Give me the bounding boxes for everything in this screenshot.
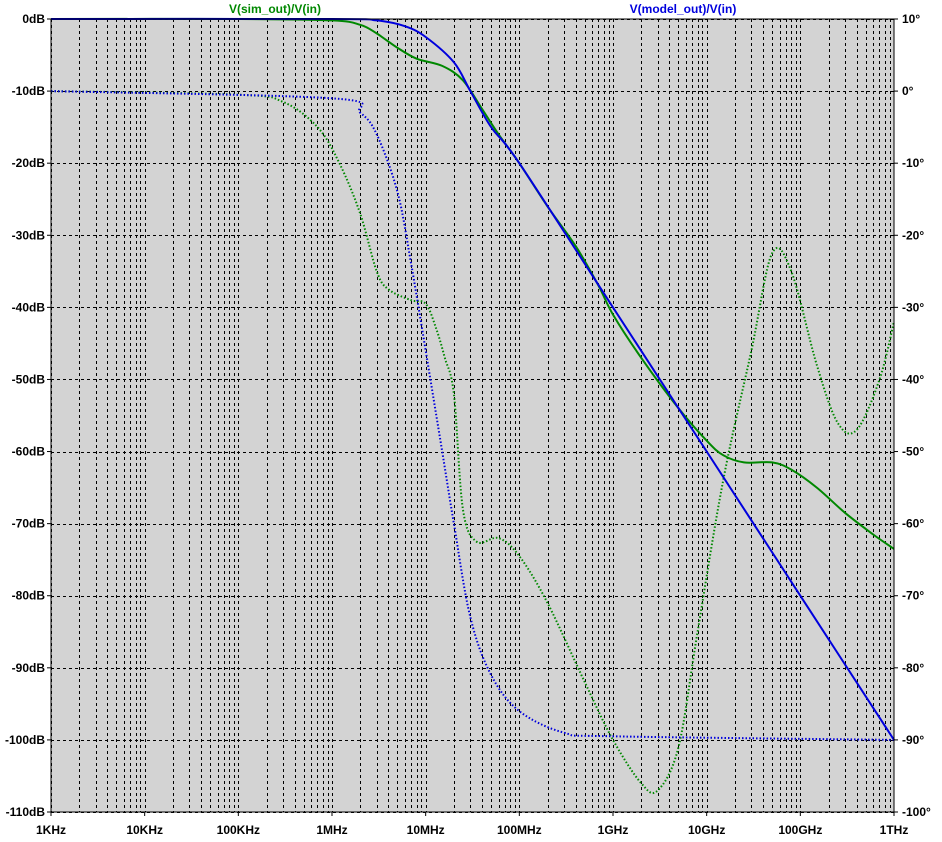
y-right-tick-label: -10°: [902, 156, 924, 170]
x-tick-label: 100GHz: [778, 823, 822, 837]
series-0-phase-line: [50, 90, 895, 794]
y-right-tick-label: -100°: [902, 805, 931, 819]
y-left-tick-label: -70dB: [12, 517, 46, 531]
y-right-tick-label: -60°: [902, 517, 924, 531]
y-right-tick-label: 0°: [902, 84, 914, 98]
y-right-tick-label: -50°: [902, 445, 924, 459]
x-tick-label: 1THz: [880, 823, 909, 837]
y-left-tick-label: -100dB: [5, 733, 45, 747]
series-1-label: V(model_out)/V(in): [630, 2, 737, 16]
y-left-tick-label: -110dB: [6, 805, 46, 819]
y-left-tick-label: -80dB: [12, 589, 46, 603]
y-left-tick-label: -30dB: [12, 228, 46, 242]
trace-labels: V(sim_out)/V(in) V(model_out)/V(in): [229, 2, 736, 16]
series-0-magnitude-line: [50, 17, 895, 550]
y-left-tick-label: -50dB: [12, 372, 46, 386]
x-tick-label: 10MHz: [407, 823, 445, 837]
y-left-tick-label: -90dB: [12, 661, 46, 675]
y-right-tick-label: -70°: [902, 589, 924, 603]
y-right-tick-label: -40°: [902, 372, 924, 386]
y-left-tick-label: -60dB: [12, 445, 46, 459]
y-left-tick-label: -20dB: [12, 156, 46, 170]
tick-labels: 1KHz 10KHz 100KHz 1MHz 10MHz 100MHz 1GHz 10GHz 1…: [5, 12, 931, 837]
y-right-tick-label: -90°: [902, 733, 924, 747]
y-right-tick-label: -80°: [902, 661, 924, 675]
y-left-tick-label: -40dB: [12, 300, 46, 314]
y-left-tick-label: -10dB: [12, 84, 46, 98]
x-tick-label: 1GHz: [598, 823, 629, 837]
grid: [51, 19, 894, 813]
y-right-tick-label: -20°: [902, 228, 924, 242]
y-right-tick-label: 10°: [902, 12, 920, 26]
y-left-tick-label: 0dB: [22, 12, 45, 26]
x-tick-label: 10GHz: [688, 823, 725, 837]
x-tick-label: 1MHz: [316, 823, 347, 837]
plot-frame: [50, 18, 895, 813]
y-right-tick-label: -30°: [902, 300, 924, 314]
series-1-phase-line: [50, 90, 895, 741]
x-tick-label: 100MHz: [497, 823, 542, 837]
x-tick-label: 1KHz: [36, 823, 66, 837]
plot-area: [51, 19, 894, 812]
series-0-label: V(sim_out)/V(in): [229, 2, 321, 16]
x-tick-label: 10KHz: [126, 823, 163, 837]
x-tick-label: 100KHz: [217, 823, 260, 837]
